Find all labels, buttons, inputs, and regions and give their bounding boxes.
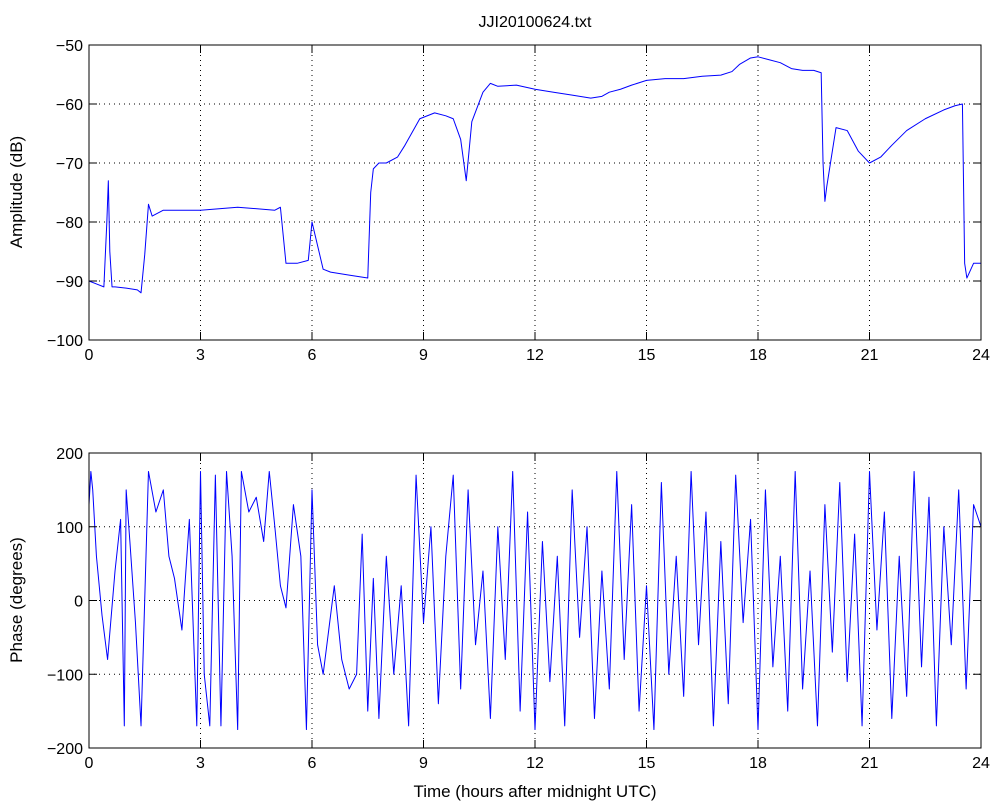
x-tick-label: 12 bbox=[526, 755, 544, 772]
y-tick-label: 100 bbox=[56, 520, 83, 537]
amplitude-ticks bbox=[88, 44, 982, 341]
x-tick-label: 21 bbox=[861, 347, 879, 364]
phase-grid bbox=[89, 453, 981, 748]
x-tick-label: 15 bbox=[638, 347, 656, 364]
amplitude-series bbox=[88, 56, 981, 294]
series-line bbox=[88, 470, 982, 731]
phase-chart: 0 3 6 9 12 15 18 21 24 −200 −100 0 100 200 Phase (de… bbox=[7, 446, 990, 801]
phase-series bbox=[88, 470, 982, 731]
amplitude-x-tick-labels: 0 3 6 9 12 15 18 21 24 bbox=[85, 347, 990, 364]
x-tick-label: 15 bbox=[638, 755, 656, 772]
chart-title: JJI20100624.txt bbox=[479, 14, 593, 31]
x-axis-label: Time (hours after midnight UTC) bbox=[413, 782, 656, 801]
phase-x-tick-labels: 0 3 6 9 12 15 18 21 24 bbox=[85, 755, 990, 772]
amplitude-y-axis-label: Amplitude (dB) bbox=[7, 136, 26, 248]
y-tick-label: 0 bbox=[74, 594, 83, 611]
x-tick-label: 6 bbox=[308, 347, 317, 364]
y-tick-label: −50 bbox=[56, 38, 83, 55]
x-tick-label: 9 bbox=[419, 347, 428, 364]
x-tick-label: 21 bbox=[861, 755, 879, 772]
phase-y-axis-label: Phase (degrees) bbox=[7, 537, 26, 663]
x-tick-label: 6 bbox=[308, 755, 317, 772]
x-tick-label: 9 bbox=[419, 755, 428, 772]
y-tick-label: −200 bbox=[47, 741, 83, 758]
y-tick-label: −80 bbox=[56, 215, 83, 232]
y-tick-label: −100 bbox=[47, 667, 83, 684]
phase-ticks bbox=[88, 452, 982, 749]
x-tick-label: 24 bbox=[972, 347, 990, 364]
y-tick-label: −70 bbox=[56, 156, 83, 173]
y-tick-label: 200 bbox=[56, 446, 83, 463]
series-line bbox=[88, 56, 981, 294]
x-tick-label: 18 bbox=[749, 347, 767, 364]
x-tick-label: 24 bbox=[972, 755, 990, 772]
amplitude-y-tick-labels: −100 −90 −80 −70 −60 −50 bbox=[47, 38, 83, 350]
x-tick-label: 18 bbox=[749, 755, 767, 772]
amplitude-grid bbox=[89, 45, 981, 340]
x-tick-label: 0 bbox=[85, 755, 94, 772]
x-tick-label: 3 bbox=[196, 755, 205, 772]
phase-y-tick-labels: −200 −100 0 100 200 bbox=[47, 446, 83, 758]
y-tick-label: −90 bbox=[56, 274, 83, 291]
y-tick-label: −60 bbox=[56, 97, 83, 114]
y-tick-label: −100 bbox=[47, 333, 83, 350]
x-tick-label: 3 bbox=[196, 347, 205, 364]
amplitude-chart: JJI20100624.txt 0 3 6 9 12 15 18 21 24 −100 −90 −8… bbox=[7, 14, 990, 364]
x-tick-label: 0 bbox=[85, 347, 94, 364]
x-tick-label: 12 bbox=[526, 347, 544, 364]
